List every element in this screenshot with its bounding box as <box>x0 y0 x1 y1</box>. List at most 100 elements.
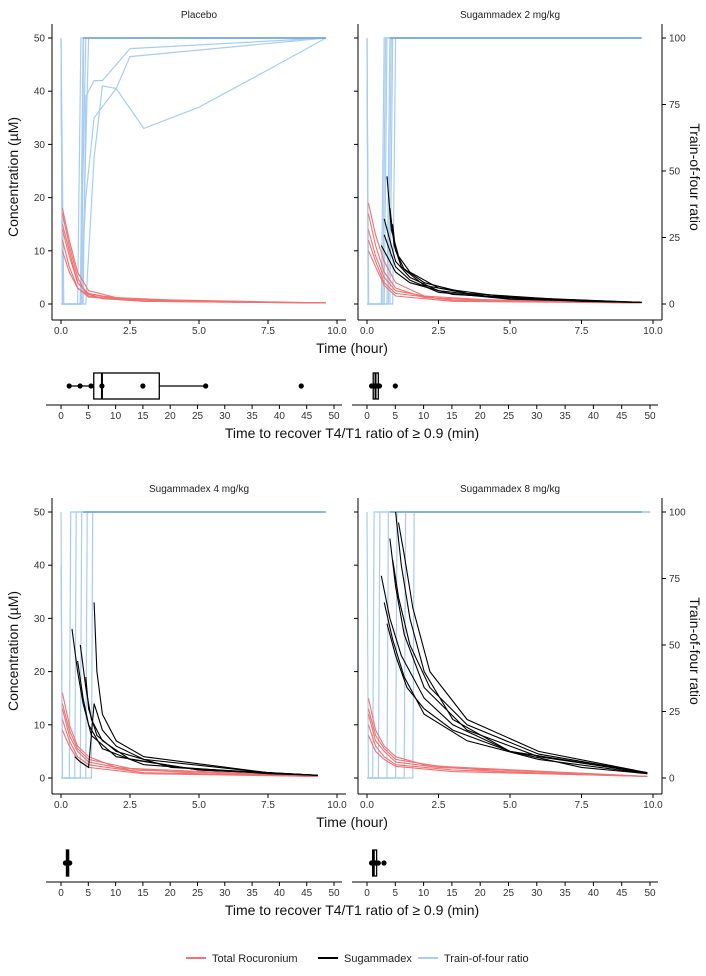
recovery-point <box>375 860 381 866</box>
strip-tick-label: 25 <box>192 411 204 422</box>
strip-tick-label: 50 <box>644 888 656 899</box>
tof-line <box>60 37 326 305</box>
x-tick-label: 2.5 <box>123 800 137 811</box>
panel-3: Sugammadex 4 mg/kg 0.0 2.5 5.0 7.5 10.0 0 10 20 3… <box>5 484 479 918</box>
x-axis-title: Time (hour) <box>316 340 388 356</box>
strip-tick-label: 5 <box>393 888 399 899</box>
x-tick-label: 5.0 <box>192 326 206 337</box>
y-tick-label: 20 <box>34 193 46 204</box>
rocuronium-line <box>61 213 327 304</box>
y-tick-label: 0 <box>39 300 45 311</box>
x-tick-label: 10.0 <box>643 800 663 811</box>
y-right-tick-label: 0 <box>669 774 675 785</box>
strip-tick-label: 20 <box>165 411 177 422</box>
recovery-point <box>140 383 146 389</box>
x-tick-label: 10.0 <box>327 800 347 811</box>
recovery-strip: 0 5 10 15 20 25 30 35 40 45 50 <box>352 372 658 422</box>
rocuronium-line <box>61 229 327 304</box>
strip-tick-label: 15 <box>137 888 149 899</box>
legend: Total Rocuronium Sugammadex Train-of-four … <box>186 953 529 965</box>
y-right-tick-label: 75 <box>669 100 681 111</box>
x-tick-label: 7.5 <box>575 800 589 811</box>
sugammadex-line <box>71 628 318 776</box>
strip-tick-label: 30 <box>531 888 543 899</box>
rocuronium-line <box>61 224 327 304</box>
y-right-tick-label: 50 <box>669 167 681 178</box>
strip-tick-label: 35 <box>560 888 572 899</box>
strip-tick-label: 20 <box>475 888 487 899</box>
rocuronium-line <box>367 735 648 777</box>
strip-tick-label: 40 <box>588 888 600 899</box>
y-right-tick-label: 0 <box>669 300 675 311</box>
strip-tick-label: 0 <box>364 411 370 422</box>
tof-line <box>366 37 642 305</box>
strip-tick-label: 30 <box>531 411 543 422</box>
recovery-point <box>66 383 72 389</box>
panel-4: Sugammadex 8 mg/kg0.0 2.5 5.0 7.5 10.0025507… <box>352 484 703 899</box>
tof-line <box>366 37 642 305</box>
box <box>93 372 160 400</box>
tof-line <box>61 37 327 305</box>
strip-tick-label: 35 <box>247 411 259 422</box>
x-tick-label: 7.5 <box>261 800 275 811</box>
x-tick-label: 2.5 <box>432 800 446 811</box>
recovery-point <box>88 383 94 389</box>
sugammadex-line <box>397 522 648 774</box>
y-axis-title: Concentration (µM) <box>5 117 21 237</box>
x-tick-label: 10.0 <box>327 326 347 337</box>
y-right-tick-label: 50 <box>669 641 681 652</box>
sugammadex-line <box>389 538 648 774</box>
sugammadex-line <box>395 511 648 775</box>
tof-line <box>367 37 642 305</box>
plot-area <box>60 37 327 305</box>
strip-tick-label: 10 <box>418 411 430 422</box>
legend-label-tof: Train-of-four ratio <box>444 953 529 965</box>
plot-area <box>366 37 642 305</box>
rocuronium-line <box>367 724 648 777</box>
rocuronium-line <box>367 714 648 777</box>
strip-tick-label: 0 <box>58 888 64 899</box>
panel-title: Sugammadex 2 mg/kg <box>460 10 560 21</box>
rocuronium-line <box>61 708 318 777</box>
sugammadex-line <box>79 644 318 776</box>
legend-label-rocuronium: Total Rocuronium <box>212 953 298 965</box>
strip-tick-label: 0 <box>58 411 64 422</box>
strip-tick-label: 30 <box>219 888 231 899</box>
y-right-tick-label: 100 <box>669 508 686 519</box>
strip-axis-title: Time to recover T4/T1 ratio of ≥ 0.9 (mi… <box>225 902 479 918</box>
recovery-point <box>376 383 383 389</box>
strip-tick-label: 15 <box>446 888 458 899</box>
sugammadex-line <box>392 224 642 303</box>
y-tick-label: 40 <box>34 561 46 572</box>
rocuronium-line <box>367 202 642 304</box>
plot-area <box>60 511 326 779</box>
strip-tick-label: 40 <box>588 411 600 422</box>
panel-2: Sugammadex 2 mg/kg0.0 2.5 5.0 7.5 10.0025507… <box>352 10 703 422</box>
strip-tick-label: 45 <box>301 888 313 899</box>
sugammadex-line <box>380 245 642 303</box>
recovery-point <box>77 383 83 389</box>
sugammadex-line <box>392 559 648 774</box>
y-tick-label: 50 <box>34 508 46 519</box>
recovery-strip: 0 5 10 15 20 25 30 35 40 45 50 <box>352 849 658 899</box>
sugammadex-line <box>383 234 642 303</box>
recovery-point <box>67 860 73 866</box>
x-tick-label: 5.0 <box>503 800 517 811</box>
rocuronium-line <box>367 250 642 304</box>
y-axis-right-title: Train-of-four ratio <box>687 123 703 231</box>
strip-tick-label: 10 <box>110 888 122 899</box>
rocuronium-line <box>367 229 642 304</box>
strip-tick-label: 5 <box>86 411 92 422</box>
rocuronium-line <box>61 250 327 304</box>
tof-line <box>61 37 326 305</box>
strip-tick-label: 0 <box>364 888 370 899</box>
sugammadex-line <box>386 623 648 774</box>
sugammadex-line <box>380 575 648 774</box>
sugammadex-line <box>85 676 318 776</box>
y-axis-title: Concentration (µM) <box>5 591 21 711</box>
y-tick-label: 10 <box>34 720 46 731</box>
x-tick-label: 10.0 <box>643 326 663 337</box>
y-tick-label: 20 <box>34 667 46 678</box>
strip-tick-label: 35 <box>247 888 259 899</box>
